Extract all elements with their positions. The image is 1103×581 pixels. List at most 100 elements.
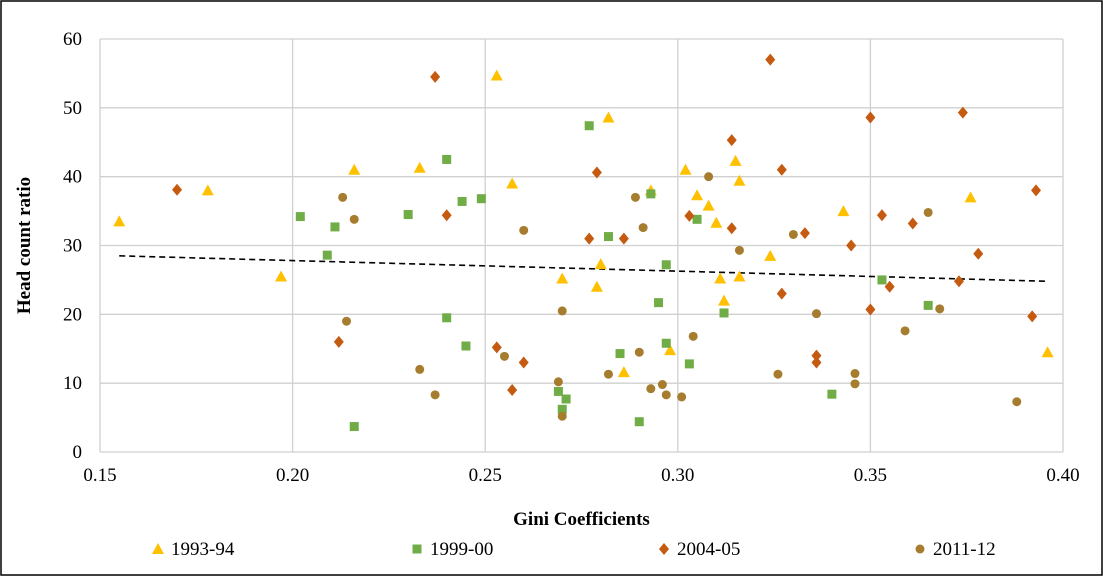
data-point — [618, 232, 629, 245]
data-point — [714, 272, 727, 284]
data-point — [415, 364, 425, 374]
data-point — [634, 347, 644, 357]
data-point — [442, 154, 452, 164]
data-point — [733, 270, 746, 282]
data-point — [594, 258, 607, 270]
data-point — [349, 214, 359, 224]
data-point — [702, 199, 715, 211]
data-point — [646, 384, 656, 394]
data-point — [113, 215, 126, 227]
trendline — [119, 255, 1048, 283]
data-point — [557, 404, 567, 414]
legend-marker — [915, 544, 925, 554]
legend-label: 2011-12 — [933, 539, 996, 560]
data-point — [461, 341, 471, 351]
data-point — [348, 163, 361, 175]
data-point — [553, 386, 563, 396]
legend-item: 1999-00 — [412, 539, 493, 560]
data-point — [333, 335, 344, 348]
data-point — [865, 303, 876, 316]
data-point — [1041, 346, 1054, 358]
data-point — [661, 390, 671, 400]
data-point — [657, 380, 667, 390]
data-point — [907, 217, 918, 230]
legend-marker — [152, 543, 164, 554]
data-point — [900, 326, 910, 336]
gridlines — [99, 38, 1064, 453]
data-point — [491, 341, 502, 354]
data-point — [876, 209, 887, 222]
data-point — [1031, 184, 1042, 197]
data-point — [691, 189, 704, 201]
data-point — [557, 306, 567, 316]
data-point — [295, 212, 305, 222]
data-point — [630, 192, 640, 202]
y-tick-label: 60 — [63, 29, 82, 50]
data-point — [490, 69, 503, 81]
data-point — [661, 338, 671, 348]
data-point — [734, 245, 744, 255]
data-point — [850, 369, 860, 379]
data-point — [684, 359, 694, 369]
data-point — [556, 272, 569, 284]
data-point — [865, 111, 876, 124]
data-point — [953, 275, 964, 288]
data-point — [507, 384, 518, 397]
data-point — [602, 111, 615, 123]
data-point — [773, 369, 783, 379]
data-point — [765, 53, 776, 66]
legend-label: 1993-94 — [171, 539, 235, 560]
x-tick-label: 0.35 — [854, 465, 887, 486]
data-point — [584, 232, 595, 245]
data-point — [935, 304, 945, 314]
data-point — [442, 313, 452, 323]
legend-item: 2004-05 — [659, 539, 740, 560]
x-tick-label: 0.40 — [1046, 465, 1079, 486]
data-point — [342, 316, 352, 326]
data-point — [617, 366, 630, 378]
y-tick-label: 10 — [63, 373, 82, 394]
data-point — [776, 163, 787, 176]
data-point — [850, 379, 860, 389]
data-point — [553, 377, 563, 387]
data-point — [679, 163, 692, 175]
data-point — [430, 70, 441, 83]
data-point — [877, 275, 887, 285]
data-point — [499, 351, 509, 361]
data-point — [590, 280, 603, 292]
data-point — [322, 250, 332, 260]
data-point — [646, 189, 656, 199]
data-point — [430, 390, 440, 400]
y-axis-title: Head count ratio — [14, 177, 35, 314]
y-tick-label: 0 — [73, 442, 83, 463]
data-point — [776, 287, 787, 300]
legend-label: 1999-00 — [430, 539, 493, 560]
data-point — [688, 331, 698, 341]
x-tick-label: 0.15 — [83, 465, 116, 486]
x-axis-title: Gini Coefficients — [513, 509, 650, 530]
data-point — [330, 222, 340, 232]
x-tick-label: 0.30 — [661, 465, 694, 486]
data-point — [704, 172, 714, 182]
data-point — [519, 225, 529, 235]
data-point — [684, 209, 695, 222]
series-2011-12 — [338, 172, 1022, 421]
y-tick-label: 40 — [63, 167, 82, 188]
data-point — [846, 239, 857, 252]
legend: 1993-94 1999-00 2004-05 2011-12 — [152, 539, 996, 560]
data-point — [677, 392, 687, 402]
data-point — [729, 154, 742, 166]
data-point — [692, 214, 702, 224]
data-point — [413, 161, 426, 173]
data-point — [811, 309, 821, 319]
data-point — [923, 300, 933, 310]
data-point — [638, 223, 648, 233]
data-point — [457, 196, 467, 206]
x-tick-label: 0.20 — [276, 465, 309, 486]
data-point — [884, 280, 895, 293]
legend-marker — [659, 543, 669, 555]
data-point — [764, 249, 777, 261]
